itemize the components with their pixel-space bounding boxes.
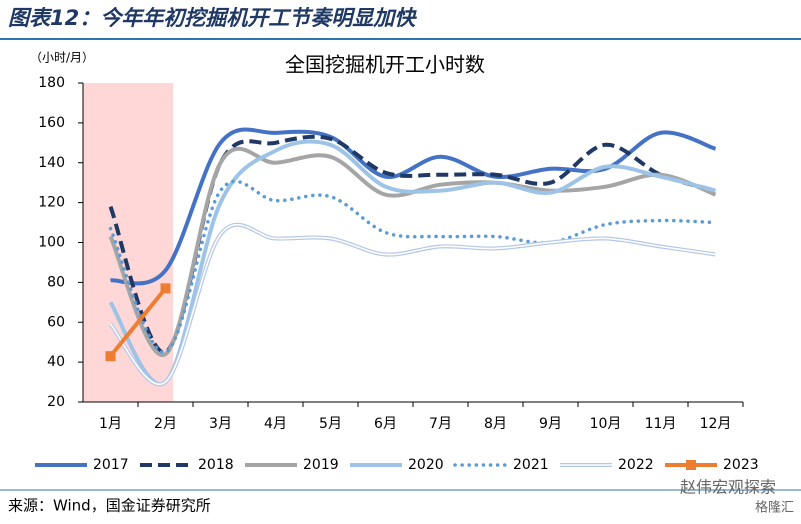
x-tick-label: 4月 (264, 416, 287, 432)
legend-label: 2020 (408, 457, 444, 473)
legend-marker (686, 460, 696, 470)
chart-title: 全国挖掘机开工小时数 (285, 53, 485, 77)
legend-label: 2022 (618, 457, 654, 473)
y-tick-label: 140 (38, 155, 65, 171)
series-line-core (109, 223, 716, 386)
source: 来源：Wind，国金证券研究所 (8, 497, 211, 515)
x-tick-label: 10月 (590, 416, 622, 432)
y-tick-label: 40 (47, 354, 65, 370)
x-tick-label: 6月 (374, 416, 397, 432)
x-tick-label: 5月 (319, 416, 342, 432)
series-line (108, 179, 718, 354)
x-tick-label: 9月 (539, 416, 562, 432)
series-line (108, 146, 717, 357)
x-tick-label: 12月 (700, 416, 732, 432)
series-line (108, 139, 716, 387)
series-marker (160, 283, 171, 294)
y-tick-label: 160 (38, 115, 65, 131)
unit-label: （小时/月） (30, 51, 94, 65)
y-tick-label: 20 (47, 394, 65, 410)
legend-label: 2021 (513, 457, 549, 473)
legend-label: 2017 (93, 457, 129, 473)
badge: 格隆汇 (755, 500, 794, 516)
y-tick-label: 60 (47, 314, 65, 330)
legend-label: 2018 (198, 457, 234, 473)
x-tick-label: 2月 (154, 416, 177, 432)
series-marker (105, 351, 116, 362)
x-tick-label: 11月 (645, 416, 677, 432)
x-tick-label: 8月 (484, 416, 507, 432)
y-tick-label: 80 (47, 274, 65, 290)
watermark: 赵伟宏观探索 (680, 478, 776, 497)
x-tick-label: 7月 (429, 416, 452, 432)
series-line (108, 287, 168, 358)
header-title: 图表12：今年年初挖掘机开工节奏明显加快 (8, 6, 417, 30)
y-tick-label: 180 (38, 75, 65, 91)
y-tick-label: 100 (38, 235, 65, 251)
x-tick-label: 3月 (209, 416, 232, 432)
legend-label: 2019 (303, 457, 339, 473)
y-tick-label: 120 (38, 195, 65, 211)
x-tick-label: 1月 (99, 416, 122, 432)
legend-label: 2023 (723, 457, 759, 473)
